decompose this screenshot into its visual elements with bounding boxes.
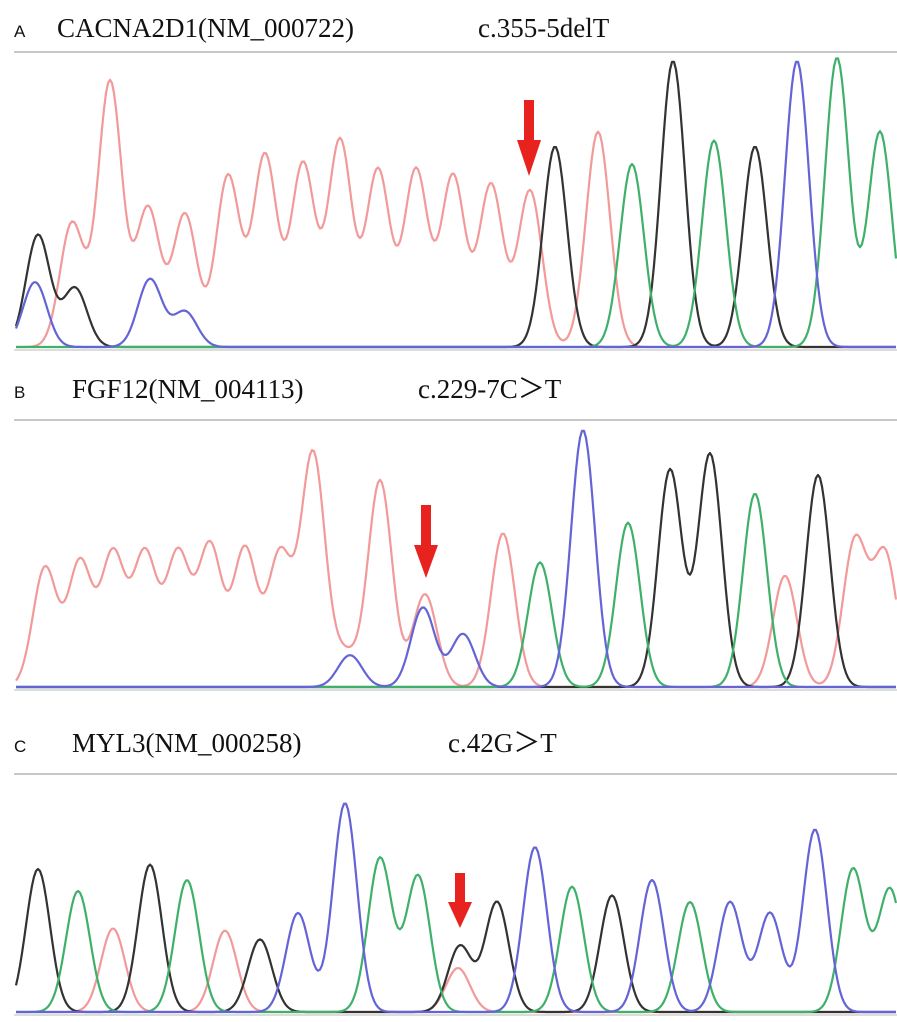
mutation-arrow — [448, 873, 472, 928]
variant-label: c.229-7C＞T — [418, 374, 562, 404]
variant-label: c.42G＞T — [448, 728, 557, 758]
panel-letter: C — [14, 737, 26, 756]
variant-label: c.355-5delT — [478, 13, 610, 43]
trace — [16, 929, 896, 1012]
mutation-arrow — [517, 100, 541, 176]
gene-label: MYL3(NM_000258) — [72, 728, 302, 758]
gene-label: CACNA2D1(NM_000722) — [57, 13, 354, 43]
gene-label: FGF12(NM_004113) — [72, 374, 304, 404]
trace — [16, 453, 896, 687]
chromatograms — [14, 58, 897, 1015]
figure: A CACNA2D1(NM_000722) c.355-5delT B FGF1… — [0, 0, 897, 1022]
page: {"panels": [ {"letter": "A", "gene": "CA… — [0, 0, 897, 1022]
trace — [16, 494, 896, 687]
trace — [16, 80, 896, 347]
panel-letter: B — [14, 383, 25, 402]
trace — [16, 450, 896, 687]
mutation-arrow — [414, 505, 438, 578]
trace — [16, 431, 896, 687]
panel-letter: A — [14, 22, 26, 41]
